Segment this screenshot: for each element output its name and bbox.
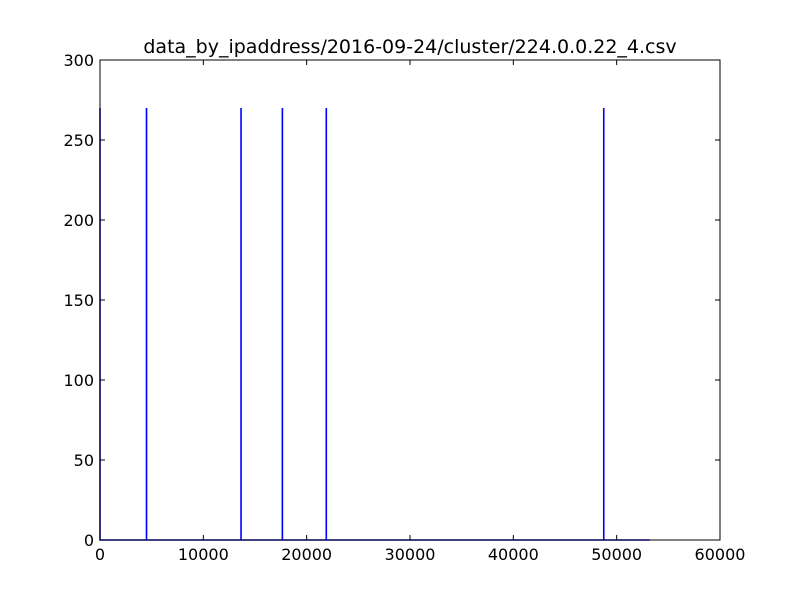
axes-frame (99, 59, 721, 541)
x-tick-label: 60000 (695, 545, 746, 564)
y-tick-label: 250 (63, 131, 94, 150)
chart-title: data_by_ipaddress/2016-09-24/cluster/224… (143, 36, 676, 58)
y-tick-label: 200 (63, 211, 94, 230)
x-tick-label: 0 (95, 545, 105, 564)
x-tick-label: 30000 (385, 545, 436, 564)
x-tick-label: 40000 (488, 545, 539, 564)
y-tick-label: 0 (84, 531, 94, 550)
y-tick-label: 50 (74, 451, 94, 470)
series-line-0 (99, 108, 650, 541)
y-tick-label: 150 (63, 291, 94, 310)
x-tick-label: 50000 (591, 545, 642, 564)
y-tick-label: 100 (63, 371, 94, 390)
y-tick-label: 300 (63, 51, 94, 70)
x-tick-label: 10000 (178, 545, 229, 564)
x-tick-label: 20000 (281, 545, 332, 564)
plot-area: 0 10000 20000 30000 40000 50000 60000 0 50 100 150… (63, 51, 745, 564)
